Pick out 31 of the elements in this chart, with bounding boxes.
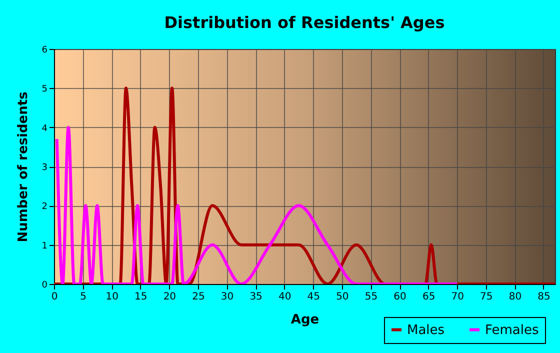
- x-tick-label: 65: [422, 292, 436, 302]
- x-tick-label: 60: [394, 292, 406, 302]
- x-tick-label: 70: [451, 292, 464, 302]
- y-tick-label: 5: [42, 84, 48, 95]
- x-tick-label: 30: [220, 292, 234, 302]
- x-tick-label: 85: [538, 292, 550, 302]
- x-tick-label: 5: [80, 292, 86, 302]
- x-tick-label: 55: [364, 292, 378, 302]
- y-axis-title: Number of residents: [16, 91, 31, 242]
- x-tick-label: 50: [336, 292, 349, 302]
- line-series: [55, 126, 459, 284]
- x-tick-label: 80: [508, 292, 522, 302]
- y-tick-label: 1: [42, 241, 48, 252]
- x-tick-label: 0: [51, 292, 58, 302]
- y-tick-label: 4: [42, 124, 48, 134]
- x-tick-label: 20: [163, 292, 176, 302]
- x-axis-title: Age: [290, 312, 320, 328]
- y-tick-label: 2: [42, 202, 48, 212]
- x-tick-label: 45: [307, 292, 320, 302]
- x-tick-label: 35: [250, 292, 262, 302]
- y-tick-label: 0: [42, 280, 48, 290]
- x-tick-label: 75: [480, 292, 493, 302]
- y-tick-label: 3: [42, 163, 48, 173]
- x-tick-label: 10: [106, 292, 118, 302]
- x-tick-label: 25: [192, 292, 205, 302]
- legend-label: Females: [485, 322, 540, 338]
- x-tick-label: 15: [134, 292, 148, 302]
- chart-title: Distribution of Residents' Ages: [164, 13, 445, 32]
- legend-label: Males: [407, 322, 445, 338]
- y-tick-label: 6: [42, 46, 48, 56]
- x-tick-label: 40: [278, 292, 292, 302]
